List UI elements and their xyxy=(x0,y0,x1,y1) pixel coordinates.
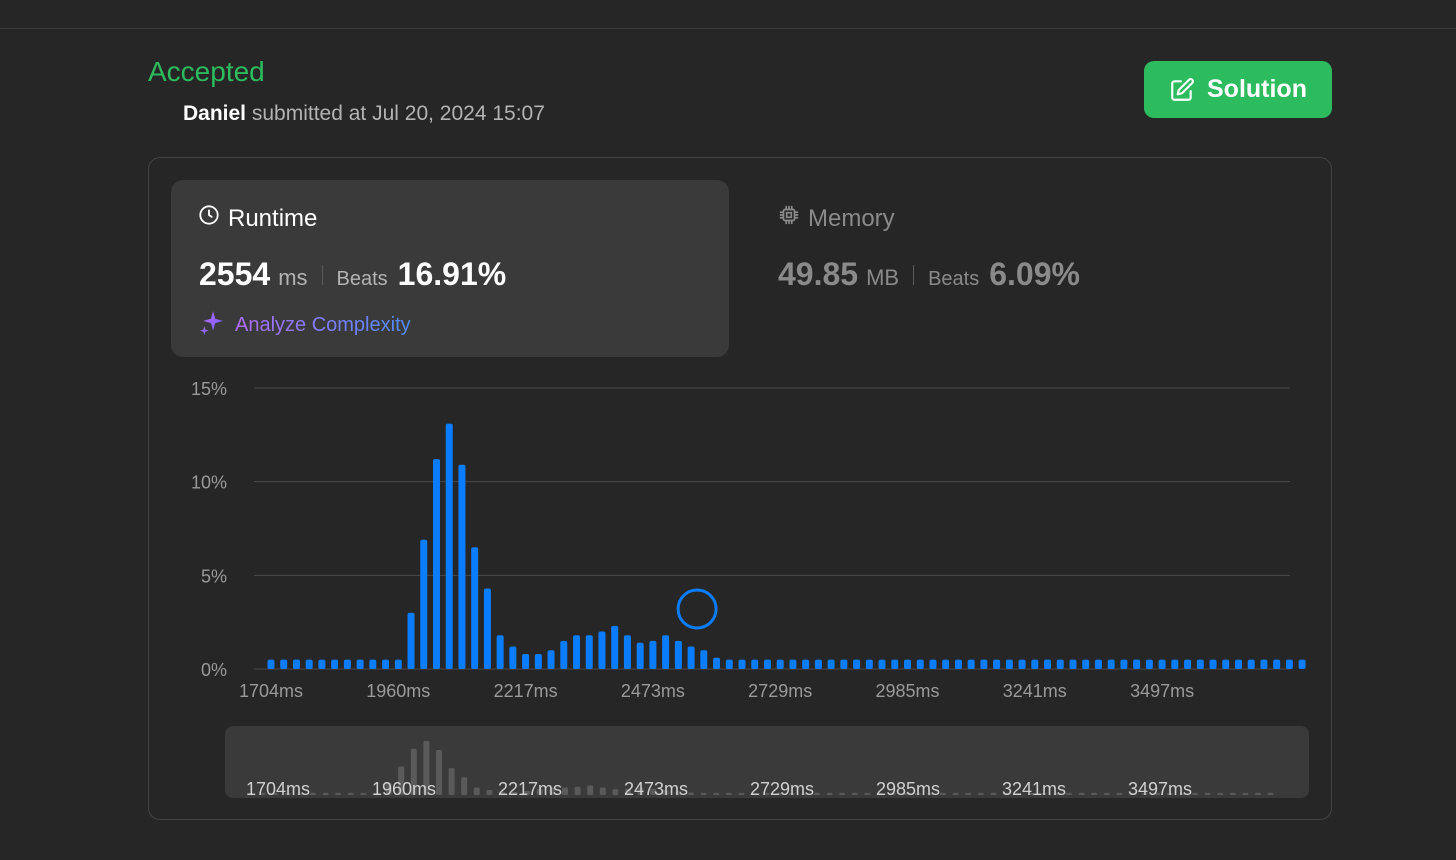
clock-icon xyxy=(198,204,220,233)
stat-divider xyxy=(913,264,915,285)
runtime-label: Runtime xyxy=(228,204,318,232)
solution-button[interactable]: Solution xyxy=(1144,61,1332,118)
analyze-complexity-label: Analyze Complexity xyxy=(235,313,411,336)
runtime-stats: 2554 ms Beats 16.91% xyxy=(199,256,506,293)
memory-label: Memory xyxy=(808,204,895,232)
memory-beats-label: Beats xyxy=(928,268,980,290)
submission-meta: Daniel submitted at Jul 20, 2024 15:07 xyxy=(183,102,545,126)
runtime-value: 2554 xyxy=(199,256,271,292)
memory-value: 49.85 xyxy=(778,256,859,292)
memory-beats-pct: 6.09% xyxy=(989,256,1080,292)
runtime-beats-label: Beats xyxy=(336,268,388,290)
memory-stats: 49.85 MB Beats 6.09% xyxy=(778,256,1080,293)
analyze-complexity-link[interactable]: Analyze Complexity xyxy=(199,309,411,341)
runtime-header: Runtime xyxy=(198,204,317,233)
edit-icon xyxy=(1169,77,1195,103)
runtime-panel[interactable] xyxy=(171,180,729,357)
submitter-name[interactable]: Daniel xyxy=(183,102,247,125)
runtime-unit: ms xyxy=(278,265,308,290)
submitted-at: submitted at Jul 20, 2024 15:07 xyxy=(251,102,545,125)
chip-icon xyxy=(778,204,800,233)
sparkle-icon xyxy=(199,309,225,341)
performance-card xyxy=(148,157,1332,820)
header-divider xyxy=(0,28,1456,29)
solution-button-label: Solution xyxy=(1207,75,1307,103)
stat-divider xyxy=(321,264,323,285)
runtime-beats-pct: 16.91% xyxy=(397,256,507,292)
range-selector[interactable] xyxy=(225,726,1309,798)
memory-header[interactable]: Memory xyxy=(778,204,895,233)
memory-unit: MB xyxy=(866,265,900,290)
submission-status: Accepted xyxy=(148,56,265,87)
